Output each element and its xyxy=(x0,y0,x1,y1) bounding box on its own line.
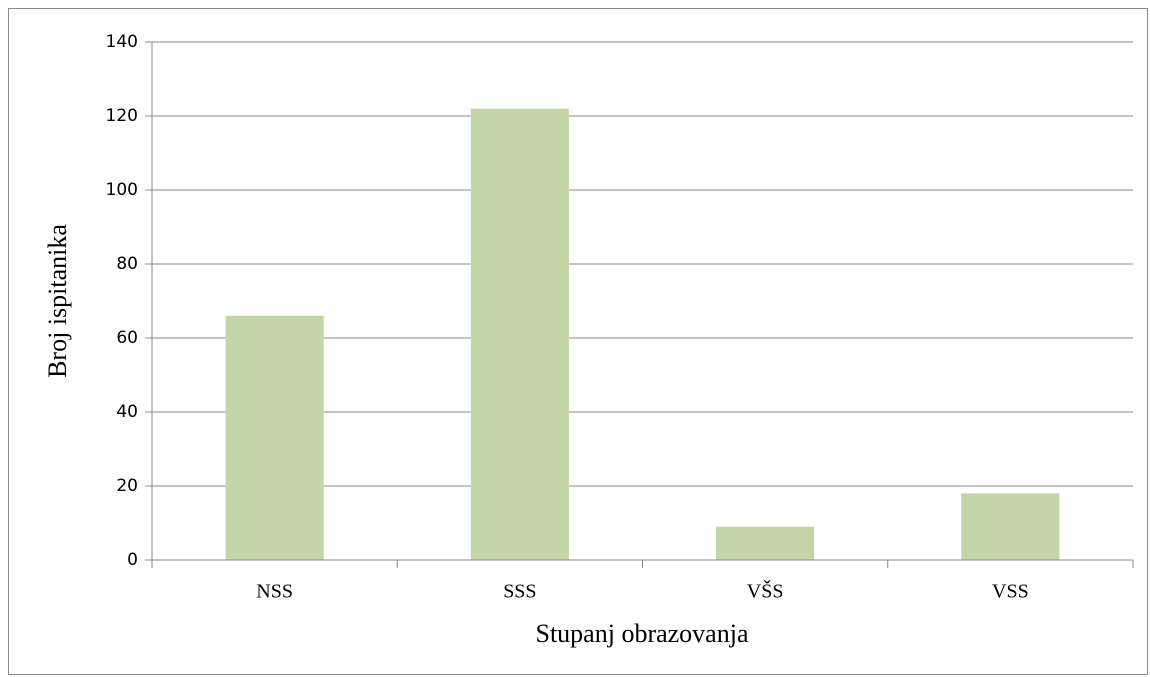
y-tick-label: 60 xyxy=(116,328,138,348)
y-tick-label: 0 xyxy=(127,550,138,570)
y-tick-label: 20 xyxy=(116,476,138,496)
y-axis-title: Broj ispitanika xyxy=(43,224,72,378)
y-tick-label: 40 xyxy=(116,402,138,422)
bar xyxy=(225,315,324,560)
y-tick-label: 140 xyxy=(106,32,138,52)
bar xyxy=(961,493,1060,560)
bar xyxy=(470,108,569,560)
x-tick-label: SSS xyxy=(503,581,536,603)
x-tick-label: VŠS xyxy=(747,579,784,603)
x-axis-title: Stupanj obrazovanja xyxy=(536,619,749,648)
y-tick-label: 120 xyxy=(106,106,138,126)
chart-border xyxy=(8,8,1148,675)
x-tick-label: NSS xyxy=(256,581,293,603)
y-tick-label: 80 xyxy=(116,254,138,274)
y-tick-label: 100 xyxy=(106,180,138,200)
bar xyxy=(716,526,815,560)
x-tick-label: VSS xyxy=(992,581,1029,603)
